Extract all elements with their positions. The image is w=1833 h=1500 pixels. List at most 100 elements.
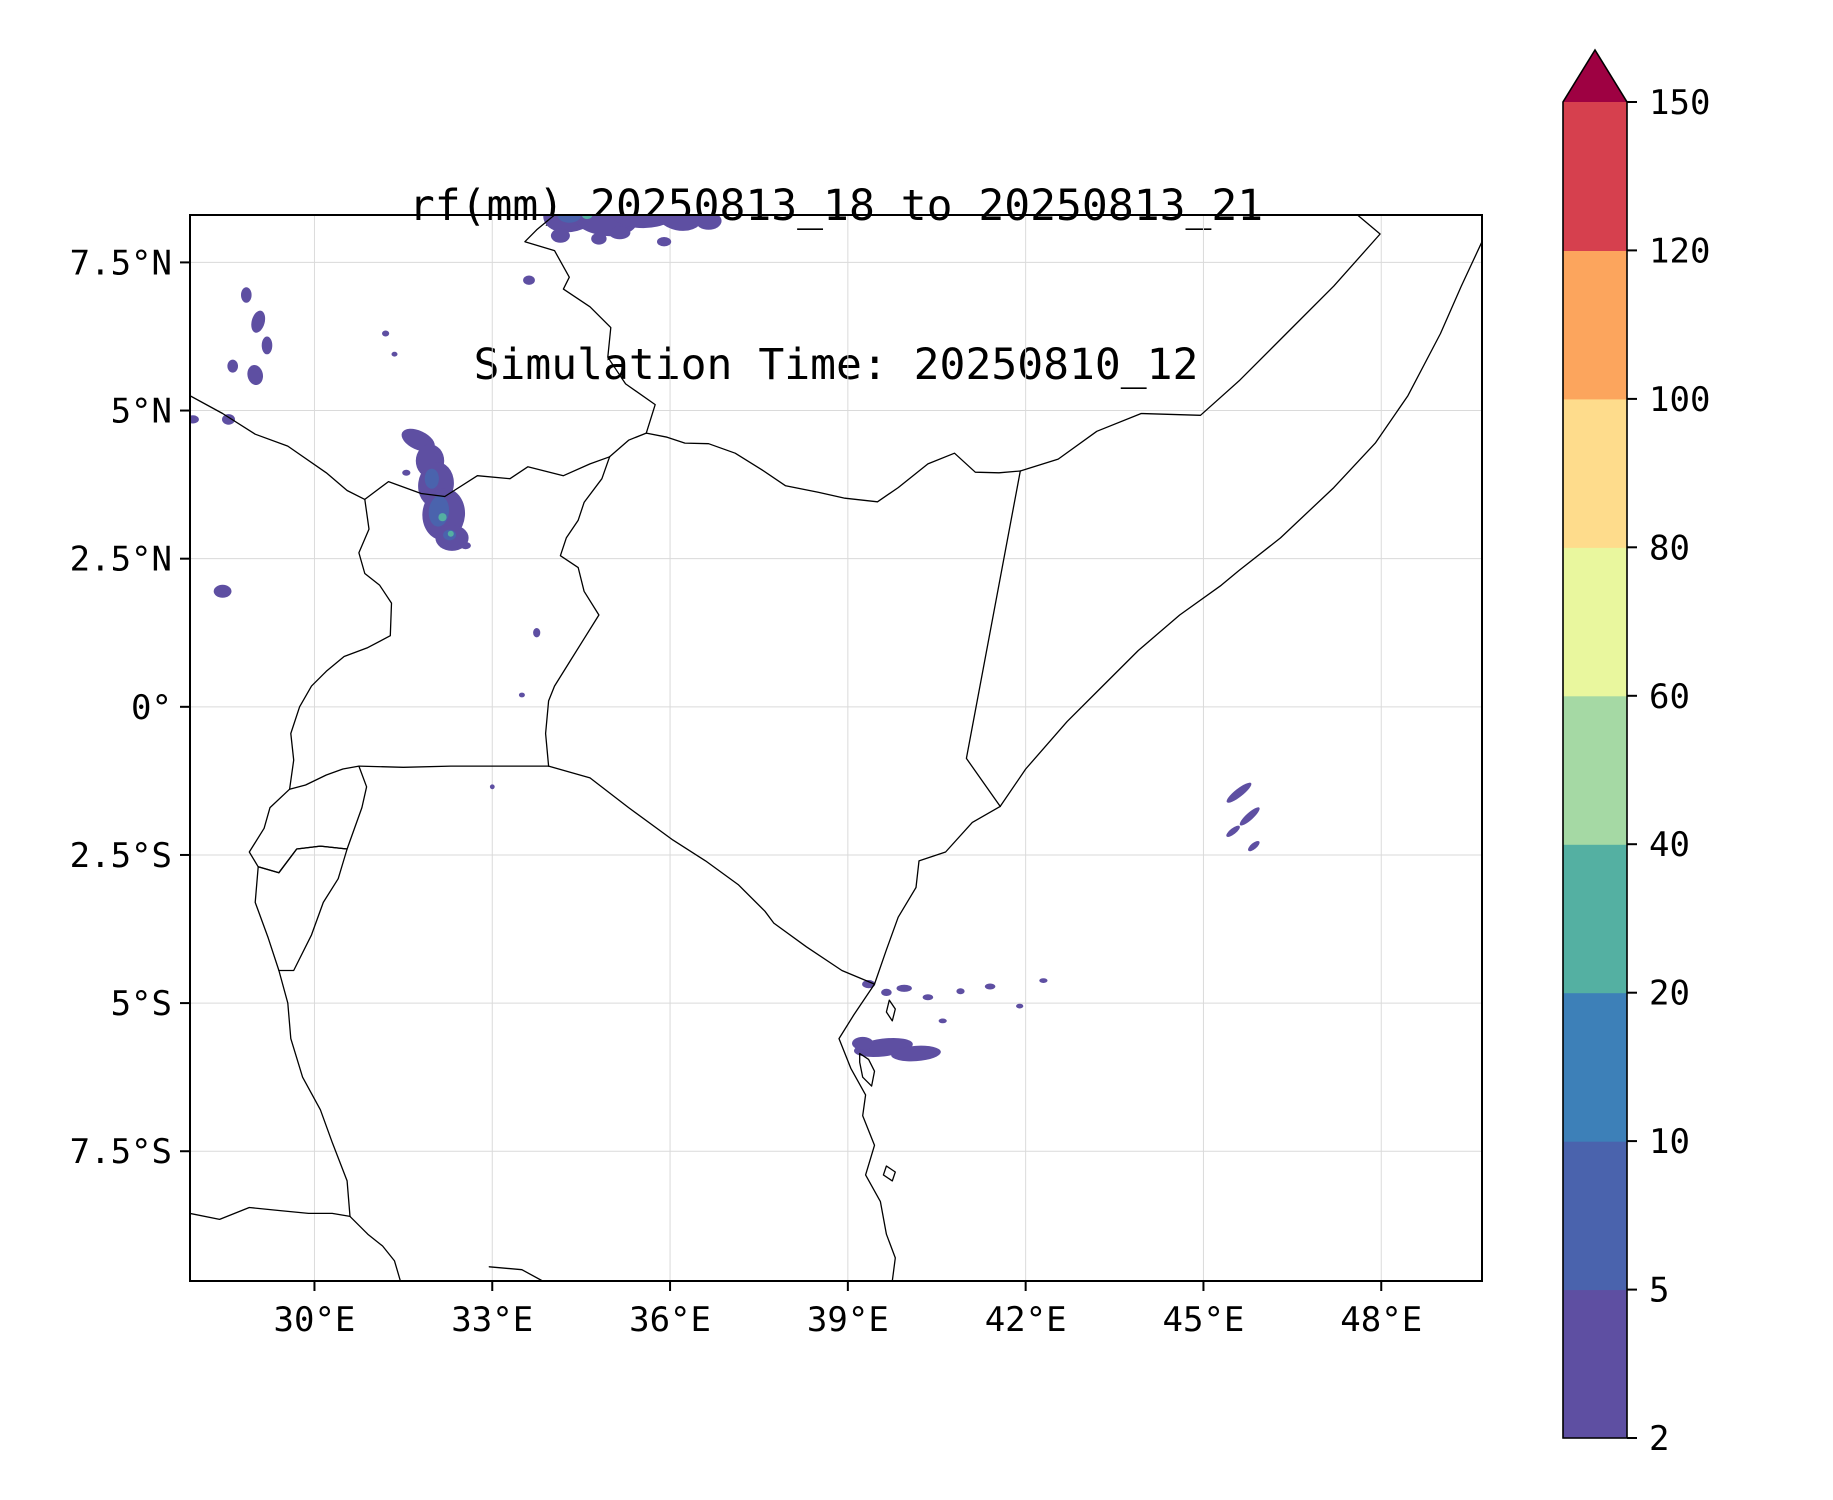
- border-mafia-island: [882, 1165, 896, 1182]
- x-tick-label: 45°E: [1163, 1300, 1245, 1340]
- colorbar-tick-label: 120: [1649, 231, 1710, 271]
- rain-patch: [424, 468, 439, 489]
- border-burundi: [254, 845, 348, 972]
- y-tick-label: 0°: [131, 688, 172, 728]
- colorbar-segment: [1563, 992, 1627, 1142]
- rain-patch: [938, 1018, 947, 1024]
- rain-patch: [227, 359, 238, 373]
- border-kenya-ethiopia: [645, 432, 1021, 503]
- colorbar-tick-label: 100: [1649, 380, 1710, 420]
- axis-ticks: [180, 261, 1383, 1291]
- rain-patch: [581, 215, 593, 220]
- y-tick-label: 5°S: [111, 984, 172, 1024]
- border-drc-uganda: [288, 498, 393, 790]
- rain-patch: [518, 692, 525, 698]
- map-frame: [189, 214, 1483, 1282]
- border-uganda-tanzania: [358, 765, 550, 768]
- rain-patch: [852, 1036, 874, 1050]
- y-tick-label: 7.5°N: [70, 243, 172, 283]
- border-zanzibar-island: [859, 1052, 876, 1087]
- rain-patch: [591, 232, 607, 245]
- colorbar-segment: [1563, 250, 1627, 400]
- rain-patch: [984, 983, 996, 990]
- rain-patch: [261, 336, 273, 355]
- x-tick-label: 33°E: [451, 1300, 533, 1340]
- colorbar-segment: [1563, 695, 1627, 845]
- border-uganda-southsudan: [364, 456, 611, 501]
- rain-patch: [222, 414, 235, 425]
- rain-patch: [1039, 978, 1048, 983]
- border-coast-kenya-tanzania: [838, 805, 1001, 1281]
- colorbar-tick-label: 40: [1649, 825, 1690, 865]
- rain-patch: [1226, 825, 1240, 837]
- y-tick-label: 2.5°N: [70, 540, 172, 580]
- border-zambia-tanzania: [349, 1215, 402, 1281]
- colorbar-tick-label: 2: [1649, 1419, 1669, 1459]
- y-tick-label: 2.5°S: [70, 836, 172, 876]
- rain-patch: [1016, 1003, 1024, 1009]
- border-tanzania-malawi: [488, 1266, 544, 1281]
- border-rwanda: [248, 765, 368, 874]
- rain-patch: [550, 228, 570, 243]
- border-drc-zambia: [190, 1206, 351, 1221]
- border-somalia-coast: [999, 241, 1482, 808]
- rain-patch: [891, 1045, 941, 1062]
- border-drc-southsudan: [190, 395, 366, 501]
- rain-patch: [896, 984, 912, 992]
- rain-patch: [247, 364, 264, 386]
- colorbar-tick-label: 5: [1649, 1271, 1669, 1311]
- border-tanzania-drc-lake-tanganyika: [278, 969, 351, 1218]
- colorbar-tick-label: 10: [1649, 1122, 1690, 1162]
- colorbar-segment: [1563, 844, 1627, 994]
- rain-patch: [533, 628, 541, 638]
- rain-patch: [862, 980, 876, 989]
- colorbar-outline: [1562, 48, 1628, 1439]
- border-pemba-island: [885, 999, 896, 1022]
- rain-patch: [881, 988, 892, 997]
- title-block: rf(mm) 20250813_18 to 20250813_21 Simula…: [190, 74, 1482, 498]
- rain-patch: [447, 530, 454, 537]
- rain-patch: [956, 988, 965, 995]
- colorbar-over-arrow: [1563, 50, 1627, 102]
- rain-patch: [241, 287, 252, 303]
- colorbar-tick-label: 80: [1649, 528, 1690, 568]
- border-ethiopia-somalia: [1019, 215, 1381, 472]
- colorbar-tick-label: 60: [1649, 677, 1690, 717]
- rain-patch: [460, 542, 471, 550]
- rain-patch: [391, 351, 398, 357]
- rain-patch: [489, 784, 495, 790]
- colorbar-tick-label: 20: [1649, 974, 1690, 1014]
- rain-patch: [213, 584, 232, 598]
- colorbar-segment: [1563, 1141, 1627, 1291]
- rain-patch: [382, 330, 390, 337]
- rain-patch: [1239, 807, 1260, 826]
- rain-patch: [557, 215, 582, 223]
- gridlines: [190, 215, 1482, 1281]
- x-tick-label: 36°E: [629, 1300, 711, 1340]
- border-kenya-tanzania: [547, 765, 876, 985]
- country-borders: [190, 215, 1482, 1281]
- x-tick-label: 42°E: [985, 1300, 1067, 1340]
- x-tick-label: 39°E: [807, 1300, 889, 1340]
- x-tick-label: 30°E: [274, 1300, 356, 1340]
- rain-patch: [922, 994, 934, 1001]
- rainfall-patches: [190, 215, 1260, 1062]
- rain-patch: [190, 415, 199, 424]
- x-tick-label: 48°E: [1340, 1300, 1422, 1340]
- rain-patch: [251, 310, 266, 333]
- colorbar-segment: [1563, 102, 1627, 251]
- rain-patch: [609, 226, 631, 240]
- colorbar-segment: [1563, 398, 1627, 548]
- y-tick-label: 7.5°S: [70, 1132, 172, 1172]
- rain-patch: [657, 237, 672, 247]
- border-kenya-somalia: [965, 470, 1021, 808]
- rain-patch: [438, 513, 447, 522]
- rain-patch: [523, 275, 535, 285]
- border-southsudan-ethiopia: [524, 215, 656, 434]
- rain-patch: [402, 469, 411, 476]
- colorbar-segment: [1563, 1289, 1627, 1439]
- colorbar-tick-label: 150: [1649, 83, 1710, 123]
- rain-patch: [1226, 782, 1252, 803]
